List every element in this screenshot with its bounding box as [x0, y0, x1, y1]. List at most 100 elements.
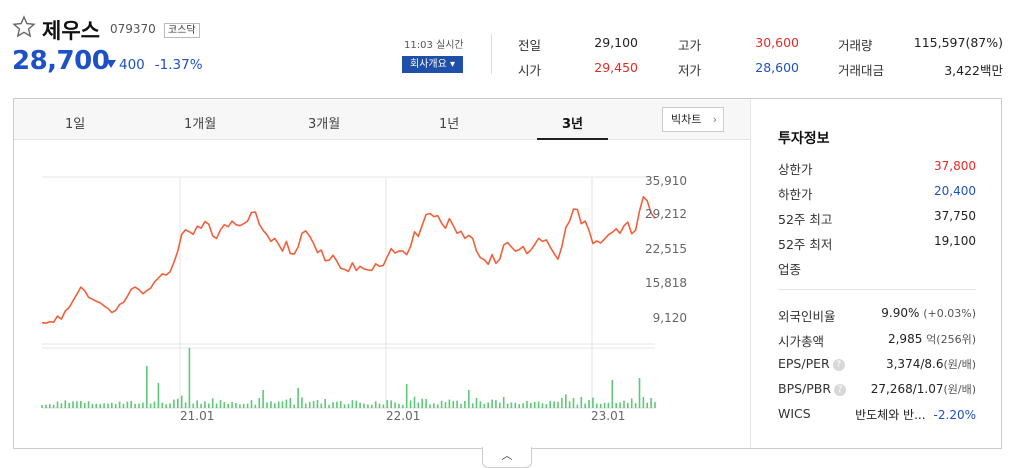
help-icon[interactable]: ?: [834, 384, 847, 396]
tab-1y[interactable]: 1년: [439, 117, 460, 132]
volume-label: 거래량: [838, 38, 873, 53]
volume-bar: [611, 380, 614, 408]
volume-bar: [107, 403, 109, 408]
lower-limit-label: 하한가: [778, 187, 813, 202]
tab-1m[interactable]: 1개월: [184, 117, 217, 132]
volume-bar: [522, 403, 524, 408]
bps-pbr-unit: (원/배): [943, 383, 976, 396]
y-tick-2: 29,212: [645, 207, 687, 221]
volume-bar: [440, 400, 443, 408]
volume-bar: [475, 397, 478, 408]
foreign-ratio-change: (+0.03%): [923, 307, 976, 320]
foreign-ratio-label: 외국인비율: [778, 309, 836, 324]
wics-value[interactable]: 반도체와 반... -2.20%: [855, 406, 976, 423]
wics-label: WICS: [778, 406, 811, 421]
volume-bar: [215, 403, 218, 408]
volume-bar: [371, 404, 373, 408]
period-tab-bar: [14, 99, 750, 140]
volume-bar: [184, 402, 187, 408]
volume-bar: [274, 403, 276, 408]
favorite-star-icon[interactable]: [12, 15, 36, 39]
volume-bar: [592, 397, 594, 408]
x-tick-2: 22.01: [386, 409, 421, 423]
upper-limit-label: 상한가: [778, 162, 813, 177]
volume-bar: [433, 403, 435, 408]
volume-bar: [68, 403, 70, 408]
tab-1d[interactable]: 1일: [65, 117, 86, 132]
open-value: 29,450: [594, 60, 638, 75]
volume-bar: [646, 402, 648, 408]
collapse-toggle[interactable]: ︿: [482, 447, 532, 468]
volume-bar: [316, 399, 319, 408]
volume-bar: [580, 397, 583, 408]
volume-bar: [312, 401, 315, 408]
eps-per-value: 3,374/8.6(원/배): [886, 356, 976, 372]
current-price: 28,700: [12, 46, 110, 76]
volume-bar: [650, 398, 652, 408]
volume-bar: [390, 400, 392, 408]
low-52w-value: 19,100: [934, 234, 976, 248]
market-cap-unit: 억: [926, 333, 937, 346]
volume-bar: [402, 405, 404, 408]
volume-bar: [382, 404, 385, 408]
volume-bar: [343, 404, 346, 408]
volume-bar: [448, 399, 451, 408]
volume-bar: [514, 402, 517, 408]
volume-bar: [499, 402, 501, 408]
trade-amount-label: 거래대금: [838, 63, 885, 78]
volume-bar: [91, 403, 94, 408]
volume-bar: [45, 404, 47, 408]
volume-bar: [177, 398, 179, 408]
volume-bar: [270, 401, 272, 408]
upper-limit-value: 37,800: [934, 159, 976, 173]
volume-bars: [41, 348, 656, 408]
y-tick-3: 22,515: [645, 242, 687, 256]
eps-per-text: EPS/PER: [778, 356, 830, 371]
volume-bar: [231, 401, 233, 408]
volume-bar: [634, 403, 637, 408]
volume-bar: [285, 399, 288, 408]
volume-bar: [378, 403, 381, 408]
volume-bar: [114, 403, 117, 408]
bps-pbr-text: BPS/PBR: [778, 381, 832, 396]
volume-bar: [483, 403, 486, 408]
tab-3y[interactable]: 3년: [562, 117, 584, 132]
help-icon[interactable]: ?: [832, 359, 845, 371]
volume-bar: [56, 401, 59, 408]
volume-bar: [83, 403, 86, 408]
volume-bar: [374, 401, 377, 408]
change-percent: -1.37%: [154, 57, 203, 73]
big-chart-button[interactable]: 빅차트 ›: [662, 107, 724, 132]
volume-bar: [452, 401, 455, 408]
volume-bar: [607, 402, 610, 408]
y-tick-1: 35,910: [645, 174, 687, 188]
market-cap-number: 2,985: [887, 332, 923, 346]
wics-sector[interactable]: 반도체와 반...: [855, 408, 926, 422]
volume-bar: [436, 404, 439, 408]
volume-bar: [545, 404, 548, 408]
header-divider: [491, 34, 492, 74]
volume-bar: [549, 401, 551, 408]
high-label: 고가: [678, 38, 702, 53]
volume-bar: [502, 397, 505, 408]
company-overview-button[interactable]: 회사개요 ▾: [402, 56, 463, 73]
bps-pbr-value: 27,268/1.07(원/배): [871, 381, 976, 397]
volume-bar: [425, 399, 427, 408]
tab-3m[interactable]: 3개월: [308, 117, 341, 132]
volume-bar: [149, 403, 152, 408]
wics-change: -2.20%: [933, 408, 976, 422]
volume-bar: [417, 402, 420, 408]
volume-bar: [510, 402, 513, 408]
volume-bar: [339, 401, 342, 408]
volume-bar: [320, 403, 323, 408]
volume-bar: [599, 403, 602, 408]
volume-bar: [526, 401, 528, 408]
volume-bar: [258, 398, 261, 408]
market-badge: 코스닥: [164, 23, 200, 38]
price-line: [41, 196, 656, 324]
volume-bar: [460, 403, 462, 408]
volume-bar: [479, 401, 482, 408]
down-triangle-icon: [106, 60, 116, 68]
volume-bar: [130, 401, 132, 408]
volume-bar: [246, 403, 249, 408]
